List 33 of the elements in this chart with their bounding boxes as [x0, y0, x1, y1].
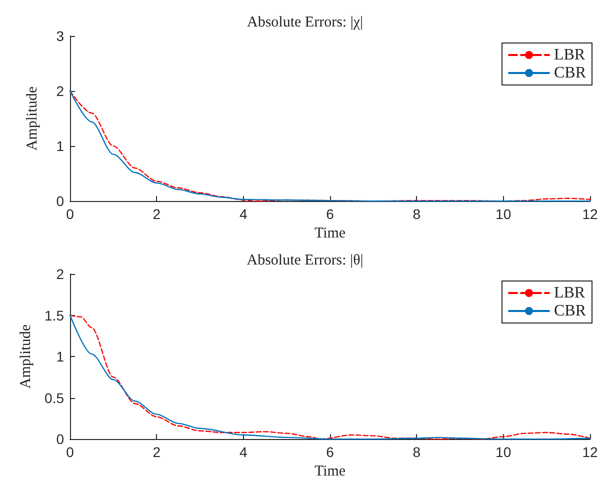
- y-tick-label: 1: [56, 348, 64, 365]
- x-tick-label: 0: [66, 206, 74, 222]
- x-tick-label: 10: [496, 206, 512, 222]
- chart-title: Absolute Errors: |θ|: [246, 252, 364, 268]
- x-tick-label: 12: [582, 206, 598, 222]
- y-axis-title: Amplitude: [18, 324, 34, 389]
- y-tick-label: 0: [56, 193, 64, 210]
- x-tick-label: 10: [496, 444, 512, 460]
- x-tick-label: 6: [326, 206, 334, 222]
- legend-label: CBR: [554, 302, 586, 320]
- x-tick-label: 2: [152, 444, 161, 460]
- x-tick-label: 4: [239, 444, 248, 460]
- x-tick-label: 0: [66, 444, 74, 460]
- x-tick-label: 6: [326, 444, 334, 460]
- y-tick-label: 2: [56, 266, 64, 282]
- legend-label: LBR: [554, 46, 586, 64]
- x-tick-label: 8: [412, 206, 421, 222]
- legend-label: CBR: [554, 64, 586, 82]
- x-axis-title: Time: [314, 226, 346, 242]
- x-tick-label: 8: [412, 444, 421, 460]
- y-tick-label: 3: [56, 28, 64, 44]
- x-tick-label: 2: [152, 206, 161, 222]
- x-tick-label: 12: [582, 444, 598, 460]
- y-tick-label: 1.5: [44, 307, 64, 324]
- y-tick-label: 1: [56, 138, 64, 154]
- legend-label: LBR: [554, 284, 586, 302]
- chart-title: Absolute Errors: |χ|: [247, 14, 363, 30]
- y-axis-title: Amplitude: [24, 86, 40, 151]
- y-tick-label: 2: [56, 83, 64, 100]
- y-tick-label: 0.5: [44, 390, 64, 406]
- x-axis-title: Time: [314, 464, 346, 480]
- y-tick-label: 0: [56, 431, 64, 448]
- x-tick-label: 4: [239, 206, 248, 222]
